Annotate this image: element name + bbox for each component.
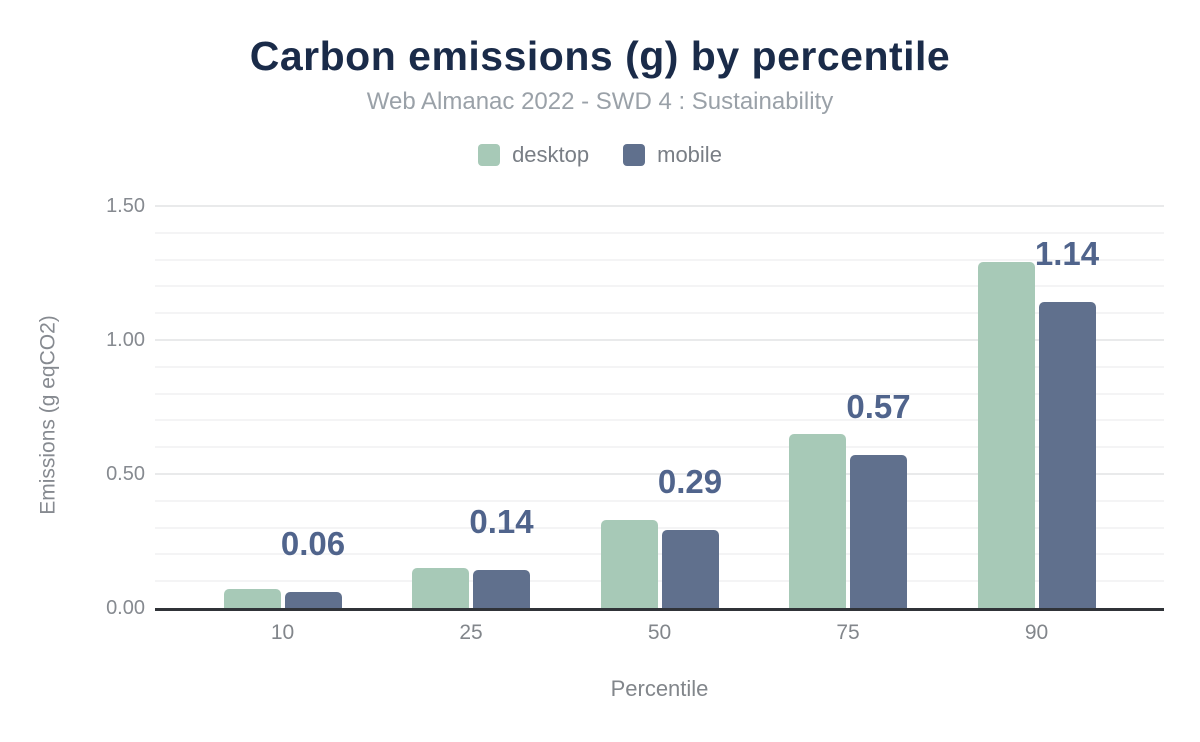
legend-item-desktop: desktop xyxy=(478,143,589,166)
bar-mobile-p75 xyxy=(850,455,907,608)
legend: desktop mobile xyxy=(0,143,1200,166)
chart-subtitle: Web Almanac 2022 - SWD 4 : Sustainabilit… xyxy=(366,88,834,115)
gridline xyxy=(155,285,1164,288)
gridline xyxy=(155,473,1164,475)
bar-mobile-p25 xyxy=(473,570,530,608)
gridline xyxy=(155,553,1164,556)
x-tick-label-25: 25 xyxy=(459,621,483,644)
y-tick-label: 1.00 xyxy=(106,329,145,351)
x-tick-label-10: 10 xyxy=(270,621,295,644)
gridline xyxy=(155,419,1164,422)
bar-desktop-p25 xyxy=(412,567,469,608)
bar-desktop-p75 xyxy=(789,433,846,608)
legend-label-desktop: desktop xyxy=(512,142,590,167)
gridline xyxy=(155,339,1164,341)
x-tick-label-90: 90 xyxy=(1024,621,1049,644)
chart-title: Carbon emissions (g) by percentile xyxy=(249,33,951,79)
legend-swatch-mobile-icon xyxy=(623,143,646,166)
x-tick-label-75: 75 xyxy=(836,621,860,644)
gridline xyxy=(155,312,1164,315)
legend-label-mobile: mobile xyxy=(657,142,722,167)
data-label-p25: 0.14 xyxy=(469,503,534,541)
gridline xyxy=(155,580,1164,583)
legend-swatch-desktop-icon xyxy=(478,143,501,166)
gridline xyxy=(155,231,1164,234)
data-label-p90: 1.14 xyxy=(1034,235,1100,273)
bar-mobile-p90 xyxy=(1038,302,1096,608)
y-tick-label: 0.00 xyxy=(106,597,145,619)
data-label-p50: 0.29 xyxy=(657,463,723,501)
x-tick-label-50: 50 xyxy=(647,621,672,644)
plot-area: 0.06 0.14 0.29 0.57 1.14 xyxy=(155,205,1164,611)
bar-desktop-p90 xyxy=(977,262,1035,608)
gridline xyxy=(155,258,1164,261)
x-axis-title: Percentile xyxy=(610,676,709,701)
legend-item-mobile: mobile xyxy=(623,143,722,166)
gridline xyxy=(155,446,1164,449)
gridline xyxy=(155,392,1164,395)
gridline xyxy=(155,526,1164,529)
gridline xyxy=(155,499,1164,502)
bar-mobile-p50 xyxy=(661,530,719,608)
data-label-p75: 0.57 xyxy=(846,388,911,426)
gridline xyxy=(155,205,1164,207)
y-tick-label: 0.50 xyxy=(106,463,145,485)
data-label-p10: 0.06 xyxy=(280,524,346,562)
y-tick-label: 1.50 xyxy=(106,195,145,217)
bar-desktop-p50 xyxy=(600,519,658,608)
gridline xyxy=(155,365,1164,368)
bar-desktop-p10 xyxy=(223,589,281,608)
bar-mobile-p10 xyxy=(284,591,342,608)
